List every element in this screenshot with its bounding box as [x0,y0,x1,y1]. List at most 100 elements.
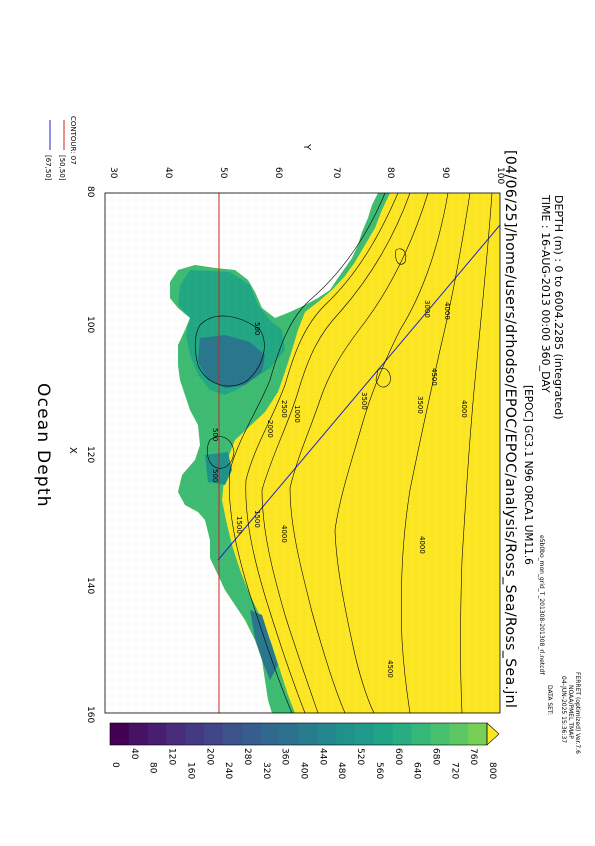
colorbar-tick-label: 280 [242,748,252,765]
colorbar-swatch [166,723,186,745]
colorbar-tick-label: 640 [412,762,422,779]
contour-label: 4500 [386,660,394,678]
colorbar-swatch [468,723,488,745]
path-line: [04/06/25]/home/users/drhodso/EPOC/EPOC/… [502,150,518,708]
model-line: [EPOC] GC3.1 N96 ORCA1 UM11.6 [522,385,534,565]
y-tick-label: 80 [385,167,395,179]
contour-label: 500 [253,322,261,335]
plot-title: Ocean Depth [33,383,53,508]
colorbar-tick-label: 360 [280,748,290,765]
colorbar [109,722,500,746]
contour-label: 1500 [235,516,243,534]
colorbar-swatch [298,723,318,745]
colorbar-swatch [449,723,469,745]
colorbar-tick-label: 720 [449,762,459,779]
contour-label: 1500 [253,510,261,528]
header: DEPTH (m) : 0 to 6004.2285 (integrated) … [502,150,565,708]
colorbar-swatch [317,723,337,745]
contour-label: 3500 [416,396,424,414]
colorbar-tick-label: 440 [317,748,327,765]
contour-label: 500 [211,428,219,441]
colorbar-tick-label: 40 [129,748,139,760]
contour-label: 1000 [293,405,301,423]
contour-label: 3000 [423,300,431,318]
colorbar-tick-label: 120 [167,748,177,765]
depth-line: DEPTH (m) : 0 to 6004.2285 (integrated) [552,195,565,420]
colorbar-overflow-arrow [486,722,500,746]
contour-lines [194,193,493,713]
colorbar-swatch [147,723,167,745]
colorbar-tick-label: 240 [223,762,233,779]
colorbar-swatch [185,723,205,745]
contour-label: 4000 [280,525,288,543]
ferret-date: 04-JUN-2025 15:36:37 [560,676,567,743]
x-tick-label: 80 [85,186,95,198]
plot-frame [104,192,501,714]
y-tick-label: 90 [440,167,450,179]
y-tick-label: 100 [495,167,505,184]
y-tick-label: 50 [218,167,228,179]
colorbar-tick-label: 480 [336,762,346,779]
colorbar-tick-label: 520 [355,748,365,765]
colorbar-swatch [392,723,412,745]
colorbar-swatch [128,723,148,745]
y-axis: 100 90 80 70 60 50 40 30 Y [108,143,505,184]
y-tick-label: 30 [108,167,118,179]
colorbar-tick-label: 560 [374,762,384,779]
colorbar-tick-label: 200 [204,748,214,765]
colorbar-swatch [411,723,431,745]
colorbar-swatch [355,723,375,745]
colorbar-tick-label: 320 [261,762,271,779]
dataset-label: DATA SET: [546,685,553,715]
contour-legend: CONTOUR: 07 [50,50] [67,50] [44,116,77,181]
colorbar-tick-label: 800 [487,762,497,779]
colorbar-swatch [223,723,243,745]
contour-label: 2500 [280,400,288,418]
x-tick-label: 120 [85,446,95,463]
contour-labels: 4500 4000 3500 3000 2500 2000 1500 1000 … [211,300,468,678]
colorbar-tick-label: 600 [393,748,403,765]
colorbar-swatch [373,723,394,745]
x-axis: 80 100 120 140 160 X [67,186,95,723]
contour-label: 500 [211,469,219,482]
contour-label: 4500 [430,368,438,386]
colorbar-swatch [430,723,450,745]
legend-item-label: [67,50] [44,155,52,181]
colorbar-tick-label: 80 [148,762,158,774]
colorbar-tick-label: 680 [430,748,440,765]
colorbar-swatch [260,723,280,745]
contour-label: 2000 [266,420,274,438]
colorbar-swatch [336,723,356,745]
colorbar-tick-label: 160 [185,762,195,779]
contour-label: 4000 [443,302,451,320]
colorbar-swatch [110,723,130,745]
ferret-version: FERRET (optimized) Ver.7.6 [574,672,581,754]
y-axis-label: Y [301,143,312,151]
colorbar-swatch [204,723,224,745]
y-tick-label: 60 [273,167,283,179]
contour-label: 3500 [360,392,368,410]
x-axis-label: X [67,447,78,454]
x-tick-label: 100 [85,316,95,333]
ferret-org: NOAA/PMEL TMAP [567,685,574,739]
dataset-file: e5b0bo_mon_grid_T_201308-201308_rl.netcd… [538,535,545,675]
colorbar-labels: 0 40 80 120 160 200 240 280 320 360 400 440 480 520 56… [110,748,497,779]
colorbar-swatch [279,723,299,745]
colorbar-tick-label: 400 [299,762,309,779]
y-tick-label: 40 [163,167,173,179]
y-tick-label: 70 [331,167,341,179]
colorbar-tick-label: 760 [468,748,478,765]
x-tick-label: 140 [85,577,95,594]
contour-label: 4000 [418,536,426,554]
blue-reference-line [217,224,500,561]
colorbar-swatch [241,723,262,745]
colorbar-frame [109,722,488,746]
contour-legend-title: CONTOUR: 07 [69,116,77,165]
time-line: TIME : 16-AUG-2013 00:00 360_DAY [539,194,552,393]
colorbar-tick-label: 0 [110,762,120,768]
map-area: 4500 4000 3500 3000 2500 2000 1500 1000 … [105,193,500,713]
ferret-info: FERRET (optimized) Ver.7.6 NOAA/PMEL TMA… [538,535,581,754]
legend-item-label: [50,50] [58,155,66,181]
